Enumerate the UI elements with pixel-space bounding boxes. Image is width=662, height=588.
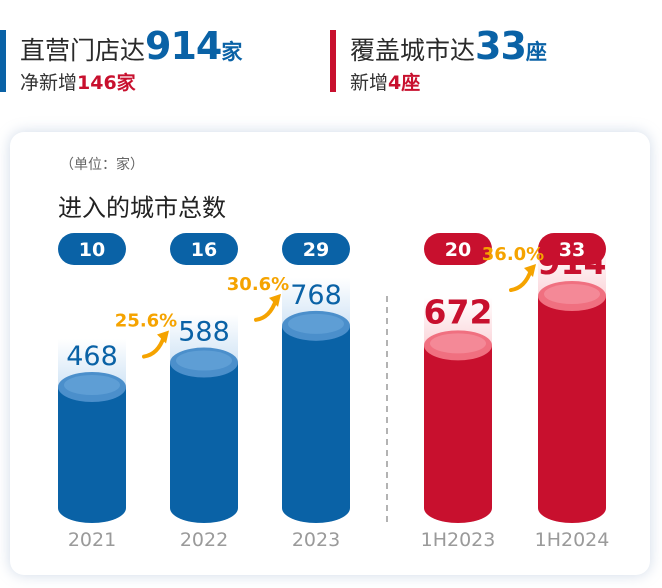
city-count-pill (170, 233, 238, 265)
growth-arrow (142, 334, 166, 359)
bar-top-highlight (176, 350, 232, 371)
unit-note: （单位：家） (60, 157, 144, 173)
city-count-pill (58, 233, 126, 265)
stat-sub-label: 新增 (350, 72, 389, 94)
stat-accent-bar (0, 30, 6, 92)
x-tick-label: 1H2023 (421, 529, 496, 551)
bar-top-highlight (430, 333, 486, 354)
x-tick-label: 2023 (292, 529, 340, 551)
stat-label: 覆盖城市达 (350, 36, 476, 65)
bar-cylinder (424, 345, 492, 523)
stat-sub-line: 新增4座 (350, 68, 420, 95)
stat-main-line: 覆盖城市达33座 (350, 24, 547, 68)
growth-arrow-head (524, 264, 536, 278)
stat-accent-bar (330, 30, 336, 92)
growth-rate-label: 36.0% (482, 244, 544, 265)
bar-top-highlight (544, 284, 600, 305)
stat-unit: 家 (221, 40, 243, 64)
city-count-pill (424, 233, 492, 265)
stat-main-line: 直营门店达914家 (20, 24, 242, 68)
stat-value: 914 (145, 24, 222, 68)
growth-arrow (509, 268, 533, 293)
bar-top-highlight (288, 313, 344, 334)
stat-sub-label: 净新增 (20, 72, 78, 94)
stat-value: 33 (475, 24, 527, 68)
growth-rate-label: 25.6% (115, 311, 177, 332)
bar-cylinder (170, 362, 238, 523)
bar-cylinder (58, 387, 126, 523)
growth-arrow-head (157, 330, 169, 344)
city-count-label: 10 (79, 239, 105, 261)
bar-top-highlight (64, 375, 120, 396)
x-tick-label: 2021 (68, 529, 116, 551)
bar-cylinder (538, 296, 606, 523)
chart-title: 进入的城市总数 (58, 194, 226, 222)
city-count-label: 20 (445, 239, 471, 261)
stat-unit: 座 (525, 40, 547, 64)
growth-arrow-head (269, 293, 281, 307)
city-count-pill (538, 233, 606, 265)
bar-cylinder (282, 325, 350, 523)
bar-value-label: 768 (290, 280, 342, 311)
stat-sub-value: 146家 (77, 72, 136, 94)
stat-sub-line: 净新增146家 (20, 68, 136, 95)
city-count-label: 16 (191, 239, 217, 261)
bar-value-label: 588 (178, 317, 230, 348)
x-tick-label: 2022 (180, 529, 228, 551)
growth-rate-label: 30.6% (227, 274, 289, 295)
x-tick-label: 1H2024 (535, 529, 610, 551)
growth-arrow (254, 297, 278, 322)
city-count-pill (282, 233, 350, 265)
city-count-label: 33 (559, 239, 585, 261)
stat-label: 直营门店达 (20, 36, 146, 65)
stat-sub-value: 4座 (388, 72, 421, 94)
bar-value-label: 468 (66, 341, 118, 372)
bar-value-label: 672 (424, 292, 493, 331)
city-count-label: 29 (303, 239, 329, 261)
